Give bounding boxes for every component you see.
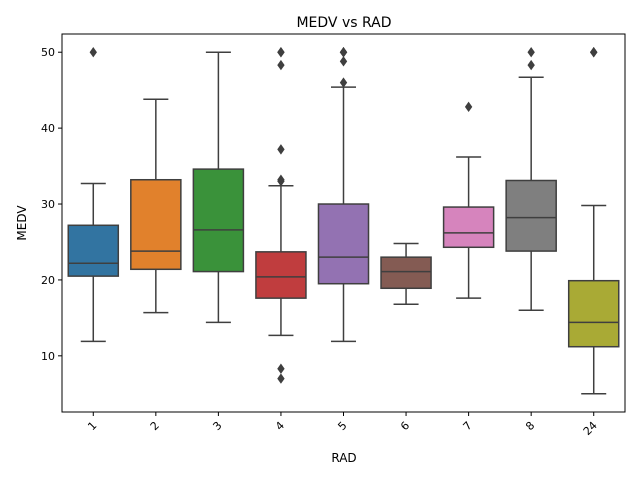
outlier-point <box>339 77 348 88</box>
x-tick-label: 2 <box>148 419 162 433</box>
outlier-point <box>277 59 285 71</box>
x-tick-label: 3 <box>210 419 224 433</box>
outlier-point <box>277 47 285 58</box>
outlier-point <box>89 47 97 58</box>
outlier-point <box>590 47 598 58</box>
y-tick-label: 10 <box>41 350 55 363</box>
outlier-point <box>277 363 285 374</box>
y-axis: 10 20 30 40 50 <box>41 46 62 363</box>
box-series <box>67 47 620 395</box>
x-tick-label: 24 <box>581 419 600 438</box>
y-axis-label: MEDV <box>15 205 29 241</box>
outlier-point <box>527 59 535 71</box>
iqr-box <box>505 179 557 252</box>
box-5 <box>317 47 370 343</box>
iqr-box <box>317 203 370 285</box>
iqr-box <box>255 251 307 299</box>
outlier-point <box>277 176 285 187</box>
x-tick-label: 7 <box>461 419 475 433</box>
y-tick-label: 50 <box>41 46 55 59</box>
outlier-point <box>464 101 473 113</box>
box-1 <box>67 47 120 343</box>
box-8 <box>505 47 557 312</box>
x-axis: 1 2 3 4 5 6 7 8 24 <box>85 412 600 438</box>
outlier-point <box>339 56 348 67</box>
iqr-box <box>567 279 620 348</box>
x-tick-label: 8 <box>523 419 537 433</box>
iqr-box <box>130 178 182 271</box>
outlier-point <box>277 144 285 155</box>
y-tick-label: 40 <box>41 122 55 135</box>
box-3 <box>192 51 245 324</box>
x-axis-label: RAD <box>331 451 356 465</box>
box-4 <box>255 47 307 384</box>
outlier-point <box>527 47 535 58</box>
y-tick-label: 30 <box>41 198 55 211</box>
outlier-point <box>277 373 285 384</box>
iqr-box <box>192 168 245 273</box>
x-tick-label: 4 <box>273 419 287 433</box>
box-7 <box>442 101 495 299</box>
chart-title: MEDV vs RAD <box>296 15 391 31</box>
y-tick-label: 20 <box>41 274 55 287</box>
iqr-box <box>67 224 120 277</box>
x-tick-label: 5 <box>335 419 349 433</box>
iqr-box <box>442 206 495 249</box>
box-24 <box>567 47 620 395</box>
outlier-point <box>339 47 348 58</box>
box-6 <box>380 242 432 305</box>
iqr-box <box>380 256 432 290</box>
box-2 <box>130 98 182 314</box>
x-tick-label: 6 <box>398 419 412 433</box>
x-tick-label: 1 <box>85 419 99 433</box>
